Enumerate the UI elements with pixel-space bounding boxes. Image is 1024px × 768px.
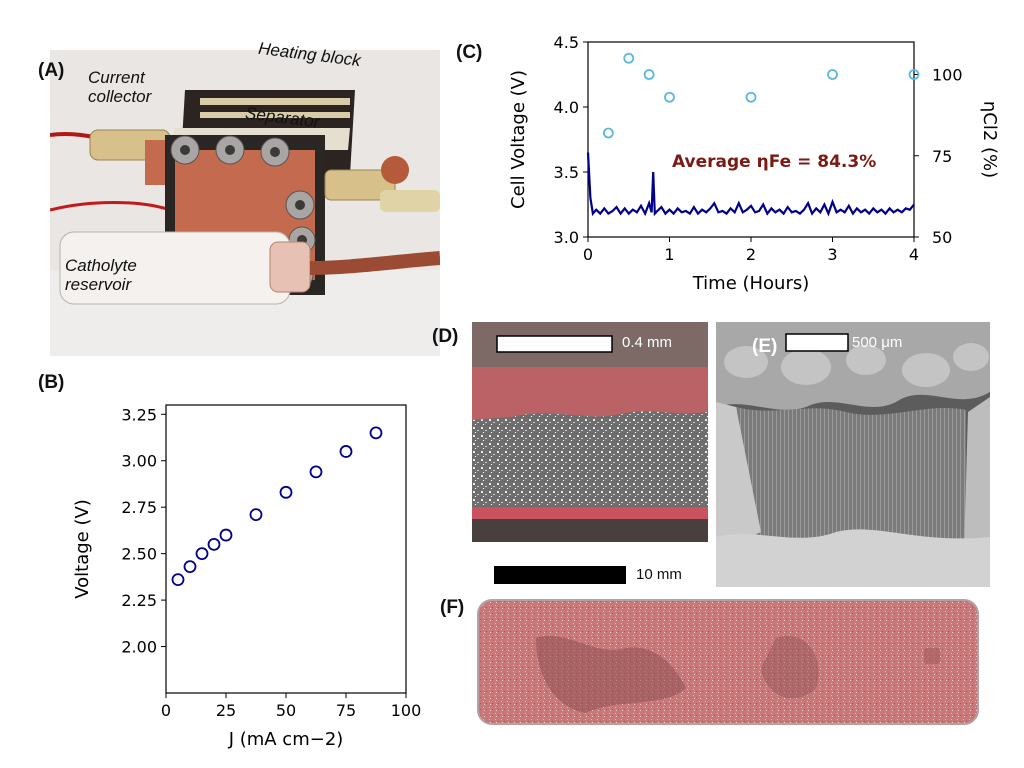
y-tick-label-c: 4.0 <box>554 98 579 117</box>
y-tick-label-b: 2.75 <box>121 498 157 517</box>
scale-bar-label-f: 10 mm <box>636 566 682 583</box>
y-tick-label-c: 3.5 <box>554 163 579 182</box>
data-point-b <box>309 465 323 479</box>
y2-tick-label-c: 100 <box>932 66 963 85</box>
efficiency-point-c <box>664 91 675 103</box>
x-tick-label-b: 75 <box>336 701 356 720</box>
data-point-b <box>183 560 197 574</box>
y-tick-label-c: 3.0 <box>554 228 579 247</box>
scale-bar-0-4mm <box>496 335 613 353</box>
x-tick-label-c: 2 <box>746 245 756 264</box>
y-tick-label-b: 2.00 <box>121 638 157 657</box>
panel-label-d: (D) <box>432 326 459 347</box>
panel-label-e: (E) <box>752 336 778 357</box>
efficiency-point-c <box>827 69 838 80</box>
x-tick-label-b: 100 <box>391 701 422 720</box>
x-tick-label-c: 1 <box>664 245 674 264</box>
panel-a: (A) Current collector Heating block Sepa… <box>0 0 440 360</box>
data-point-b <box>207 537 221 551</box>
pink-lower-deposit <box>472 507 708 519</box>
data-point-b <box>369 426 383 440</box>
right-tube <box>380 190 440 212</box>
current-collector-label: Current collector <box>88 68 152 106</box>
y-axis-label-c: Cell Voltage (V) <box>508 70 529 209</box>
right-connector <box>381 156 409 184</box>
reservoir-cap <box>269 241 311 293</box>
sem-grain-bumps <box>724 343 989 387</box>
sem-bottom-grains <box>716 529 990 587</box>
sem-left-ridge <box>716 402 761 552</box>
scale-bar-label-d: 0.4 mm <box>622 334 673 351</box>
x-tick-label-b: 25 <box>216 701 236 720</box>
efficiency-point-c <box>745 91 757 103</box>
reservoir-tube <box>309 251 440 275</box>
data-point-b <box>195 547 209 561</box>
y2-tick-label-c: 50 <box>932 228 952 247</box>
y2-tick-label-c: 75 <box>932 147 952 166</box>
y2-axis-label-c: ηCl2 (%) <box>979 101 1000 178</box>
efficiency-point-c <box>643 69 655 80</box>
cell-voltage-time-chart: 0 1 2 3 4 3.0 3.5 4.0 4.5 50 75 100 Average ηFe = 84… <box>508 33 1000 294</box>
x-tick-label-c: 0 <box>583 245 593 264</box>
panel-label-f: (F) <box>440 597 465 618</box>
micrograph-bottom <box>472 519 708 542</box>
electrode-small-spot <box>924 648 940 664</box>
y-axis-label-b: Voltage (V) <box>72 499 93 599</box>
scale-bar-label-e: 500 μm <box>852 334 903 351</box>
catholyte-reservoir-label: Catholyte reservoir <box>65 256 137 294</box>
scale-bar-10mm <box>494 566 626 584</box>
voltage-vs-current-chart: 0 25 50 75 100 2.00 2.25 2.50 2.75 3.00 3.25 J (mA … <box>72 404 422 750</box>
cell-photo <box>50 50 440 356</box>
sem-right-ridge <box>964 397 990 572</box>
efficiency-point-c <box>602 127 614 139</box>
y-tick-label-c: 4.5 <box>554 33 579 52</box>
panel-label-c: (C) <box>456 42 483 63</box>
data-point-b <box>249 508 263 522</box>
electrode-dark-patch-left <box>536 635 686 713</box>
y-tick-label-b: 3.00 <box>121 452 157 471</box>
cross-section-micrograph <box>472 322 708 542</box>
average-efficiency-annotation: Average ηFe = 84.3% <box>672 152 876 172</box>
y-tick-label-b: 2.50 <box>121 545 157 564</box>
sem-image <box>716 322 990 587</box>
y-tick-label-b: 3.25 <box>121 405 157 424</box>
data-point-b <box>279 485 293 499</box>
sem-cut-face <box>736 407 966 542</box>
x-tick-label-c: 3 <box>827 245 837 264</box>
y-tick-label-b: 2.25 <box>121 591 157 610</box>
data-point-b <box>219 528 233 542</box>
x-tick-label-c: 4 <box>909 245 919 264</box>
cell-voltage-line <box>586 152 915 217</box>
right-fitting <box>324 169 396 201</box>
pink-upper-deposit <box>472 367 708 420</box>
efficiency-point-c <box>908 69 920 80</box>
efficiency-point-c <box>623 52 635 64</box>
panel-label-b: (B) <box>38 372 65 393</box>
data-point-b <box>339 445 353 458</box>
crystalline-layer <box>472 411 708 507</box>
panel-label-a: (A) <box>38 60 65 81</box>
block-stripe-2 <box>200 112 350 118</box>
data-point-b <box>171 573 185 587</box>
block-stripe-1 <box>200 98 350 105</box>
scale-bar-500um <box>785 333 849 352</box>
x-axis-label-c: Time (Hours) <box>692 273 810 294</box>
x-tick-label-b: 50 <box>276 701 296 720</box>
x-tick-label-b: 0 <box>161 701 171 720</box>
electrode-photo <box>477 599 979 725</box>
red-wire-left-2 <box>50 201 171 212</box>
x-axis-label-b: J (mA cm−2) <box>228 729 344 750</box>
electrode-dark-patch-mid <box>761 636 819 699</box>
